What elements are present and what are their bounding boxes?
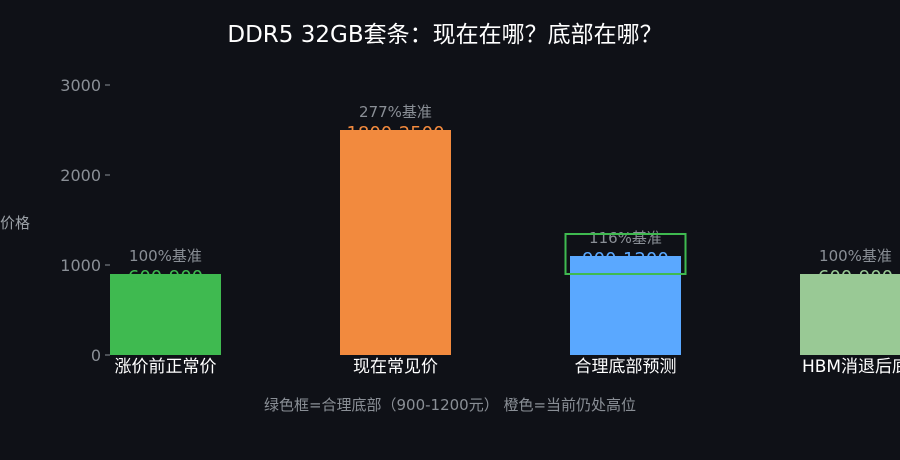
bar — [110, 274, 221, 355]
bar-range-label: 1800-2500 — [346, 123, 444, 144]
y-tick-label: 3000 — [60, 76, 101, 95]
footnote: 绿色框=合理底部（900-1200元） 橙色=当前仍处高位 — [264, 396, 636, 414]
bar — [570, 256, 681, 355]
bars: 600-900100%基准涨价前正常价1800-2500277%基准现在常见价9… — [110, 103, 900, 377]
y-tick-label: 2000 — [60, 166, 101, 185]
chart-title: DDR5 32GB套条：现在在哪？底部在哪？ — [227, 22, 662, 48]
highlight-box — [564, 233, 687, 275]
bar — [340, 130, 451, 355]
x-tick-label: HBM消退后底 — [802, 357, 900, 377]
y-tick-label: 0 — [91, 346, 101, 365]
x-tick-label: 涨价前正常价 — [115, 357, 217, 377]
bar-pct-label: 277%基准 — [359, 103, 432, 121]
y-axis-label: 价格 — [0, 214, 30, 232]
y-axis: 0 1000 2000 3000 — [60, 76, 110, 365]
bar-range-label: 900-1200 — [582, 249, 669, 270]
x-tick-label: 现在常见价 — [353, 357, 438, 377]
y-tick-label: 1000 — [60, 256, 101, 275]
bar-pct-label: 100%基准 — [129, 247, 202, 265]
x-tick-label: 合理底部预测 — [575, 357, 677, 377]
bar-range-label: 600-900 — [818, 267, 893, 288]
bar — [800, 274, 900, 355]
bar-range-label: 600-900 — [128, 267, 203, 288]
bar-pct-label: 116%基准 — [589, 229, 662, 247]
bar-pct-label: 100%基准 — [819, 247, 892, 265]
